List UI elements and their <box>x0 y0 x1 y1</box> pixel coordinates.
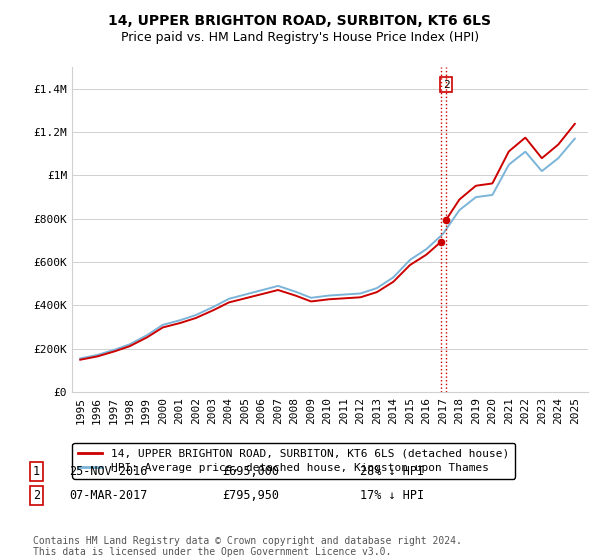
Text: 25-NOV-2016: 25-NOV-2016 <box>69 465 148 478</box>
Text: 17% ↓ HPI: 17% ↓ HPI <box>360 489 424 502</box>
Point <box>436 237 446 246</box>
Text: £695,000: £695,000 <box>222 465 279 478</box>
Point <box>442 215 451 224</box>
Text: £795,950: £795,950 <box>222 489 279 502</box>
Text: Price paid vs. HM Land Registry's House Price Index (HPI): Price paid vs. HM Land Registry's House … <box>121 31 479 44</box>
Text: 2: 2 <box>33 489 40 502</box>
Text: 07-MAR-2017: 07-MAR-2017 <box>69 489 148 502</box>
Text: 28% ↓ HPI: 28% ↓ HPI <box>360 465 424 478</box>
Legend: 14, UPPER BRIGHTON ROAD, SURBITON, KT6 6LS (detached house), HPI: Average price,: 14, UPPER BRIGHTON ROAD, SURBITON, KT6 6… <box>73 443 515 479</box>
Text: 14, UPPER BRIGHTON ROAD, SURBITON, KT6 6LS: 14, UPPER BRIGHTON ROAD, SURBITON, KT6 6… <box>109 14 491 28</box>
Text: Contains HM Land Registry data © Crown copyright and database right 2024.
This d: Contains HM Land Registry data © Crown c… <box>33 535 462 557</box>
Text: 2: 2 <box>443 80 449 90</box>
Text: 1: 1 <box>33 465 40 478</box>
